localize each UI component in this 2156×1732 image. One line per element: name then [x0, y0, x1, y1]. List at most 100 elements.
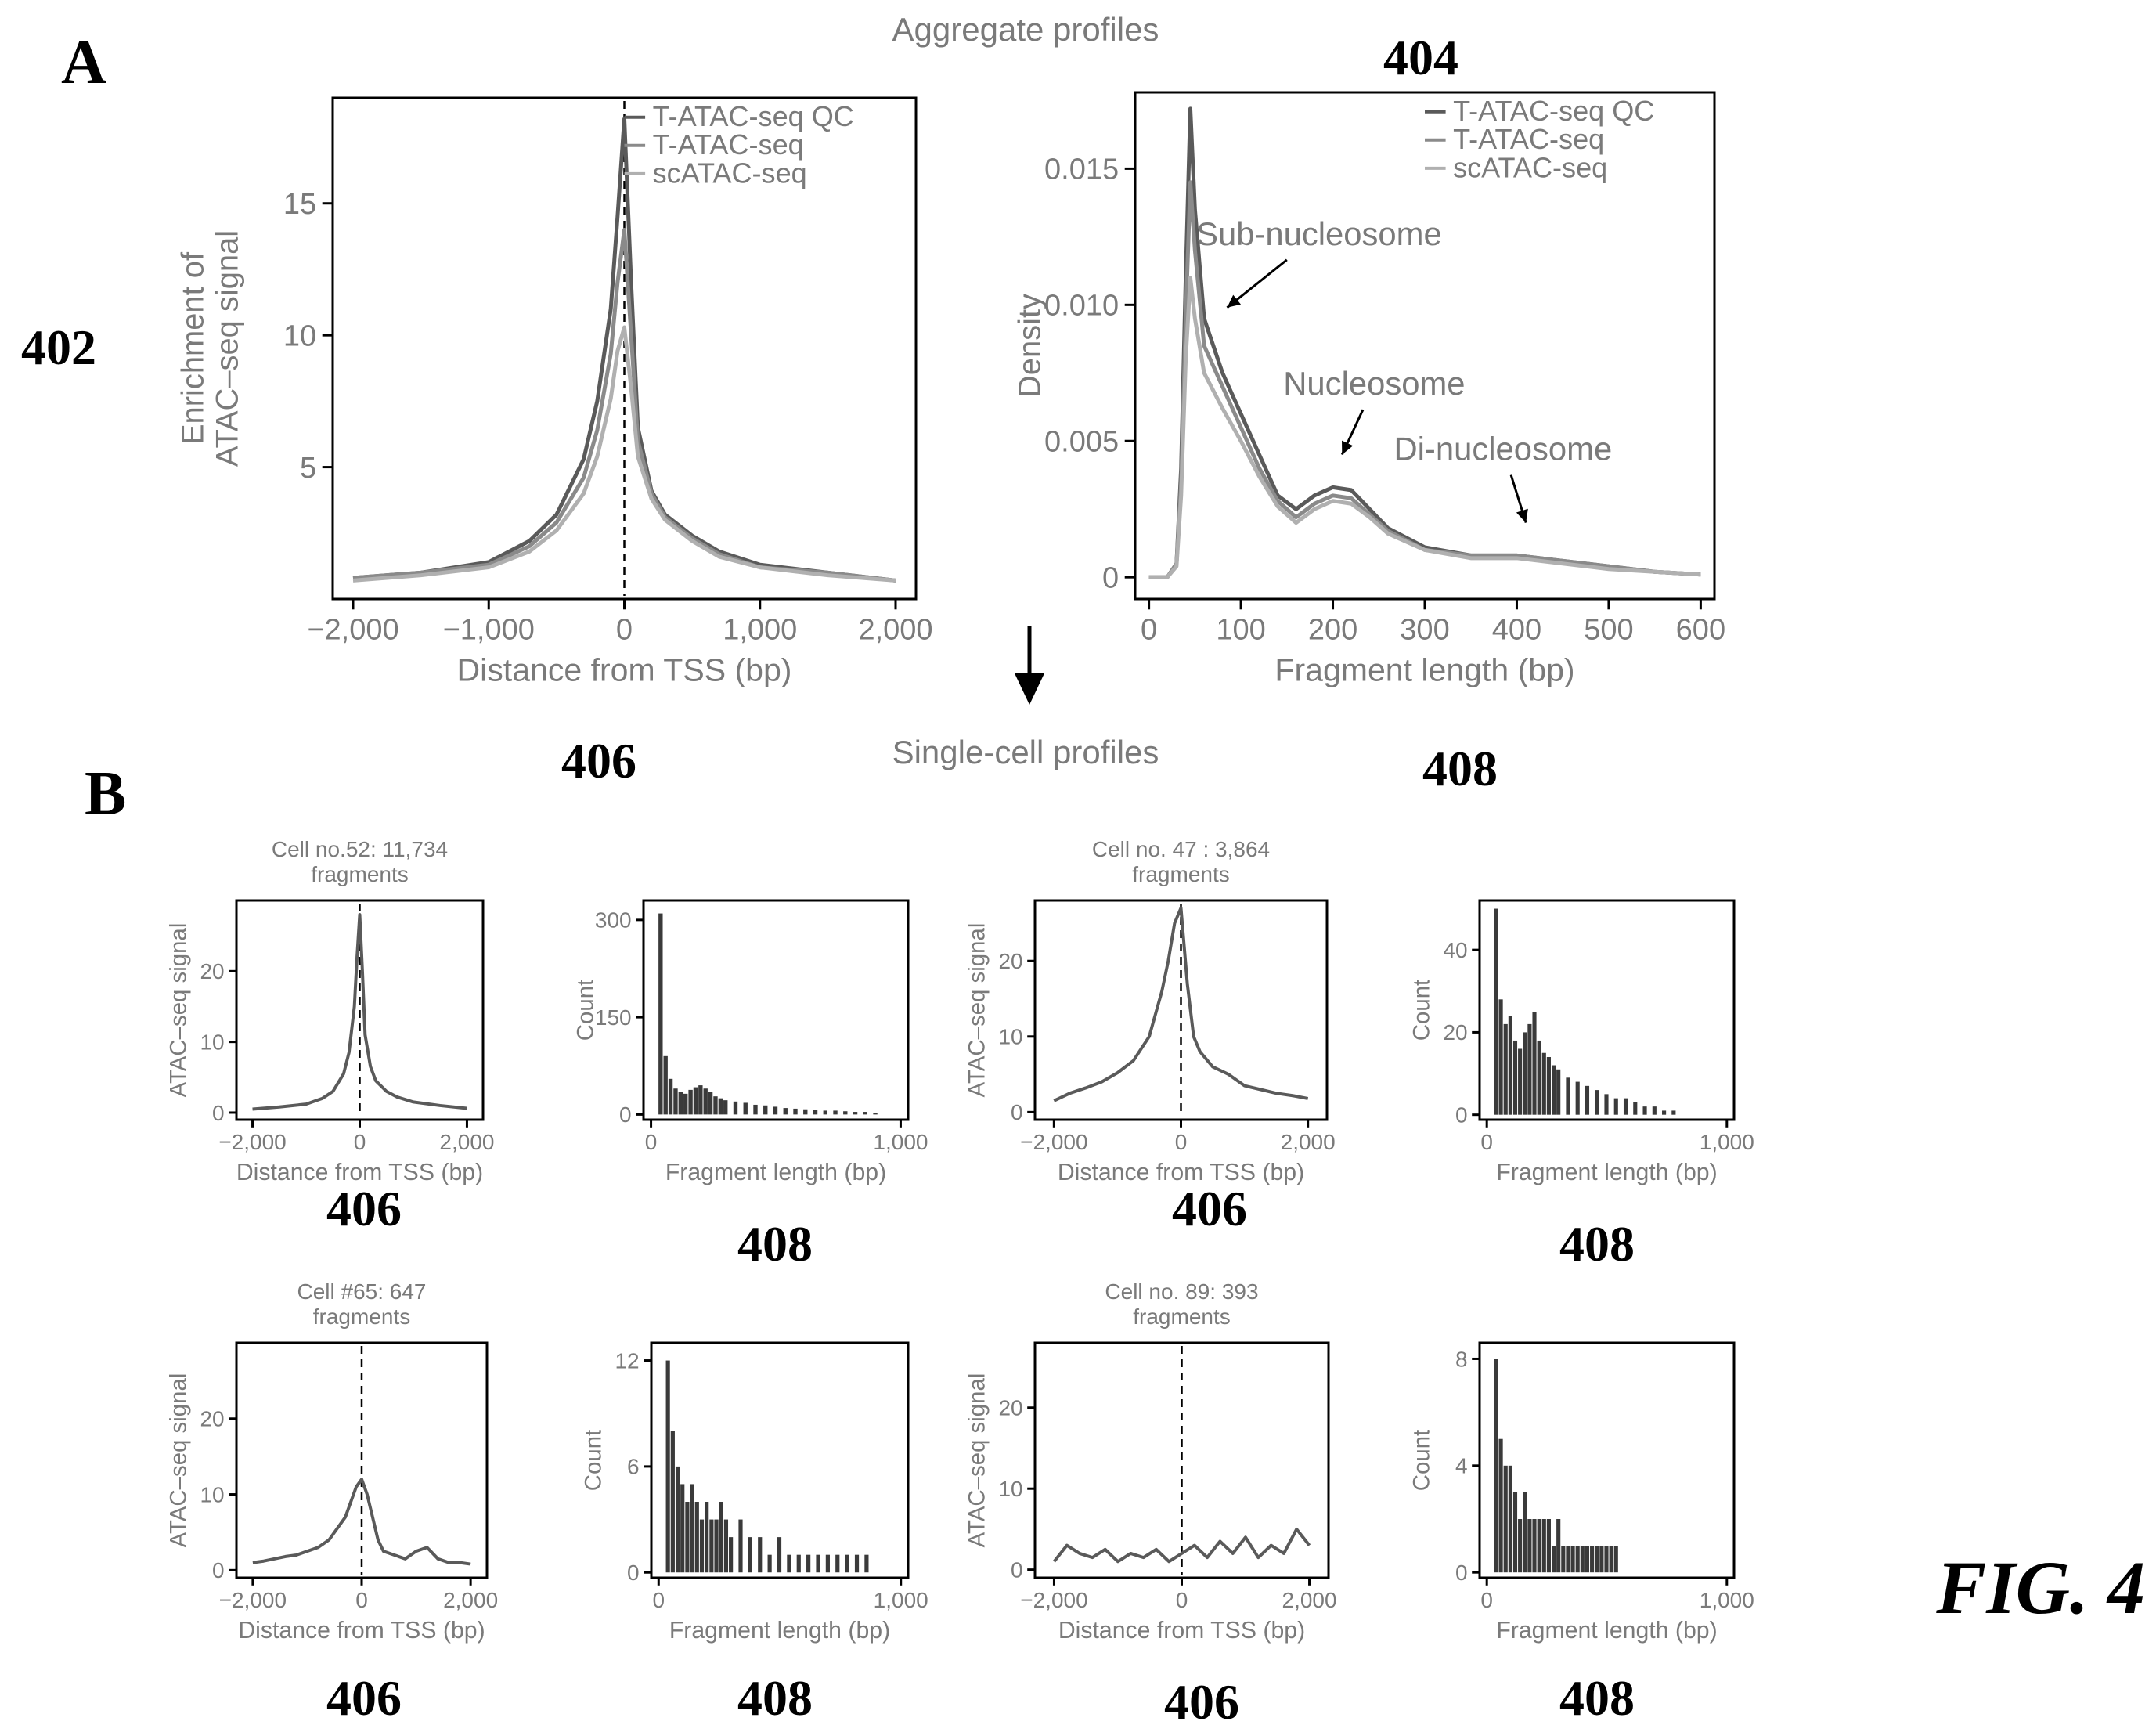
annotation-label: Sub-nucleosome: [1196, 215, 1442, 252]
y-tick-label: 20: [998, 949, 1022, 973]
histogram-bar: [1494, 1359, 1498, 1573]
y-tick-label: 5: [300, 452, 316, 485]
y-tick-label: 20: [200, 959, 224, 983]
y-tick-label: 0.010: [1044, 290, 1119, 323]
histogram-bar: [825, 1554, 830, 1573]
chart-cell89-frag: 0 1,000 0 4 8 Fragment length (bp) Count: [1409, 1341, 1754, 1644]
histogram-bar: [688, 1089, 693, 1115]
histogram-bar: [1609, 1546, 1613, 1573]
x-tick-label: 2,000: [1281, 1130, 1336, 1154]
histogram-bar: [1604, 1546, 1609, 1573]
series-line: [1148, 276, 1701, 579]
histogram-bar: [863, 1112, 867, 1115]
histogram-bar: [763, 1105, 768, 1115]
histogram-bar: [1613, 1546, 1618, 1573]
y-tick-label: 8: [1455, 1347, 1468, 1371]
y-tick-label: 10: [998, 1477, 1022, 1501]
x-axis-label: Fragment length (bp): [665, 1160, 886, 1185]
histogram-bar: [673, 1088, 678, 1115]
plot-frame: [650, 1341, 910, 1579]
y-tick-label: 0: [627, 1561, 640, 1585]
histogram-bar: [699, 1519, 705, 1573]
x-tick-label: 0: [355, 1588, 368, 1612]
histogram-bar: [854, 1554, 860, 1573]
x-tick-label: 1,000: [723, 613, 797, 646]
x-axis-label: Fragment length (bp): [1496, 1160, 1717, 1185]
x-tick-label: 1,000: [873, 1130, 928, 1154]
histogram-bar: [796, 1554, 801, 1573]
x-tick-label: 0: [616, 613, 633, 646]
histogram-bar: [738, 1519, 743, 1573]
panel-a-letter: A: [61, 28, 106, 97]
y-tick-label: 0: [1455, 1561, 1468, 1585]
ref-408: 408: [1559, 1216, 1635, 1272]
histogram-bar: [1498, 1438, 1503, 1573]
ref-406: 406: [326, 1670, 402, 1726]
y-axis-label: Count: [581, 1430, 607, 1491]
y-tick-label: 10: [200, 1482, 224, 1506]
x-tick-label: 0: [1175, 1130, 1188, 1154]
histogram-bar: [708, 1092, 713, 1115]
x-tick-label: 500: [1584, 613, 1633, 646]
histogram-bar: [1546, 1057, 1551, 1115]
x-axis-label: Distance from TSS (bp): [457, 652, 792, 688]
histogram-bar: [713, 1096, 718, 1115]
plot-frame: [642, 899, 910, 1121]
x-tick-label: 2,000: [443, 1588, 498, 1612]
x-tick-label: 2,000: [858, 613, 932, 646]
histogram-bar: [1551, 1065, 1556, 1115]
chart-cell52-frag: 0 1,000 0 150 300 Fragment length (bp) Count: [573, 899, 928, 1185]
histogram-bar: [1541, 1519, 1546, 1573]
histogram-bar: [670, 1431, 675, 1573]
histogram-bar: [690, 1484, 694, 1573]
ref-408: 408: [1422, 741, 1498, 796]
chart-cell65-tss: −2,000 0 2,000 0 10 20 Distance from TSS (bp) A…: [166, 1279, 499, 1644]
y-tick-label: 0: [212, 1101, 225, 1125]
histogram-bar: [1523, 1032, 1527, 1115]
histogram-bar: [1604, 1094, 1609, 1115]
histogram-bar: [1585, 1085, 1590, 1115]
annotation-label: Di-nucleosome: [1393, 431, 1612, 467]
histogram-bar: [729, 1537, 734, 1573]
histogram-bar: [845, 1554, 849, 1573]
ref-404: 404: [1383, 30, 1458, 85]
histogram-bar: [873, 1113, 878, 1115]
histogram-bar: [1532, 1519, 1537, 1573]
histogram-bar: [813, 1110, 818, 1115]
ref-408: 408: [1559, 1670, 1635, 1726]
ref-406: 406: [561, 733, 636, 788]
histogram-bar: [1556, 1519, 1561, 1573]
y-tick-label: 12: [615, 1348, 639, 1373]
y-tick-label: 10: [200, 1030, 224, 1054]
histogram-bar: [1512, 1492, 1518, 1573]
histogram-bar: [694, 1502, 699, 1573]
y-axis-label: ATAC–seq signal: [166, 923, 192, 1098]
arrowhead-icon: [1516, 508, 1528, 523]
x-tick-label: −1,000: [443, 613, 535, 646]
chart-title: fragments: [313, 1304, 411, 1329]
histogram-bar: [1561, 1546, 1566, 1573]
histogram-bar: [693, 1087, 698, 1115]
y-axis-label: ATAC–seq signal: [964, 1373, 990, 1548]
histogram-bar: [743, 1102, 748, 1115]
y-tick-label: 4: [1455, 1454, 1468, 1478]
histogram-bar: [1518, 1519, 1523, 1573]
histogram-bar: [1566, 1546, 1570, 1573]
histogram-bar: [833, 1110, 838, 1115]
chart-title: fragments: [311, 862, 409, 886]
ref-406: 406: [1172, 1181, 1247, 1236]
histogram-bar: [1623, 1098, 1628, 1115]
x-tick-label: −2,000: [219, 1588, 287, 1612]
histogram-bar: [718, 1098, 723, 1115]
x-axis-label: Distance from TSS (bp): [1058, 1160, 1304, 1185]
histogram-bar: [1566, 1077, 1570, 1115]
y-tick-label: 300: [595, 908, 632, 933]
y-tick-label: 0.015: [1044, 153, 1119, 186]
histogram-bar: [748, 1537, 752, 1573]
chart-agg-tss: −2,000 −1,000 0 1,000 2,000 5 10 15 Distance fro…: [176, 96, 933, 688]
x-axis-label: Distance from TSS (bp): [238, 1618, 485, 1644]
histogram-bar: [705, 1502, 709, 1573]
x-axis-label: Distance from TSS (bp): [1058, 1618, 1305, 1644]
x-tick-label: −2,000: [1020, 1130, 1087, 1154]
